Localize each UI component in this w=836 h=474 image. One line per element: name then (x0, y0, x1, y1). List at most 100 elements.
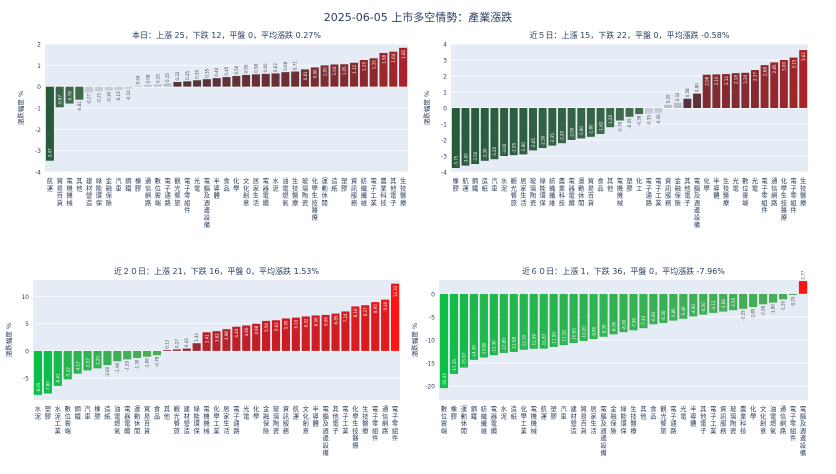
category-label: 航運 (462, 176, 469, 192)
category-label: 電機機械 (617, 177, 624, 207)
category-label: 油電燃氣 (770, 404, 777, 435)
category-label: 貿易百貨 (144, 404, 150, 435)
data-label: 1.82 (401, 49, 406, 58)
data-label: -1.30 (135, 359, 140, 370)
bar (94, 86, 103, 92)
data-label: 2.10 (714, 76, 719, 85)
bar (599, 293, 608, 337)
bar (281, 72, 290, 87)
category-label: 文化創意 (760, 404, 767, 435)
data-label: -5.80 (671, 308, 676, 319)
category-label: 紡織纖維 (361, 176, 368, 207)
bar (654, 108, 663, 113)
data-label: 0.68 (283, 61, 288, 70)
category-label: 綠能環保 (194, 404, 201, 435)
category-label: 水泥 (501, 404, 508, 420)
category-label: 航運 (293, 404, 300, 420)
data-label: 0.90 (313, 69, 318, 78)
data-label: -6.41 (56, 373, 61, 384)
bar (699, 293, 708, 315)
data-label: 9.40 (383, 301, 388, 310)
category-label: 鋼鐵 (472, 176, 479, 192)
y-tick-label: 10 (21, 294, 29, 301)
category-label: 農業科技 (380, 176, 387, 207)
category-label: 文化創意 (243, 176, 250, 207)
bar (222, 77, 231, 87)
category-label: 電子零組件 (372, 405, 379, 442)
bar (341, 311, 350, 351)
data-label: -2.85 (751, 308, 756, 319)
data-label: 0.81 (303, 71, 308, 80)
data-label: -11.10 (561, 330, 566, 343)
bar (340, 64, 349, 87)
category-label: 光電 (243, 404, 250, 420)
y-tick-label: 0 (431, 291, 435, 298)
category-label: 居家生活 (520, 177, 527, 207)
bar (45, 86, 54, 161)
data-label: 3.98 (224, 331, 229, 340)
bar (459, 293, 469, 368)
bar (480, 108, 489, 161)
category-label: 生技醫療 (400, 176, 407, 207)
bar (489, 293, 498, 356)
data-label: 6.50 (313, 317, 318, 326)
bar (519, 108, 528, 155)
bar (469, 293, 478, 360)
category-label: 食品 (650, 404, 657, 420)
category-label: 玻璃陶瓷 (730, 404, 737, 435)
bar (529, 108, 537, 151)
category-label: 水泥工業 (55, 404, 62, 435)
panel-title: 本日：上漲 25，下跌 12，平盤 0，平均漲跌 0.27% (132, 30, 321, 40)
category-label: 橡膠 (453, 176, 460, 192)
bar (192, 343, 201, 351)
data-label: -3.75 (454, 155, 459, 166)
bar (212, 331, 221, 351)
data-label: -12.10 (522, 334, 527, 347)
bar (529, 293, 538, 349)
category-label: 造紙 (482, 176, 489, 192)
category-label: 數位雲端 (155, 176, 162, 207)
category-label: 電子工業 (371, 177, 378, 207)
bar (55, 86, 64, 108)
bar (172, 349, 181, 351)
bar (85, 86, 94, 93)
bar (152, 350, 162, 356)
bar (63, 350, 72, 380)
bar (202, 332, 211, 351)
data-label: -5.40 (681, 306, 686, 317)
bar (659, 293, 668, 323)
bar (731, 73, 740, 108)
bar (291, 71, 300, 87)
data-label: 7.24 (343, 313, 348, 322)
data-label: 1.64 (391, 53, 396, 62)
bar (635, 108, 644, 115)
y-tick-label: 2 (443, 74, 447, 81)
category-label: 農業科技 (740, 404, 747, 435)
data-label: -2.50 (540, 135, 545, 146)
data-label: 0.35 (204, 68, 209, 77)
category-label: 鋼鐵 (74, 404, 81, 420)
data-label: 4.66 (244, 327, 249, 336)
bar (173, 81, 182, 87)
data-label: -13.80 (482, 342, 487, 355)
category-label: 電子通路 (646, 177, 653, 207)
bar (577, 108, 586, 139)
category-label: 運動休閒 (461, 404, 468, 435)
bar (262, 320, 271, 351)
bar (242, 325, 251, 351)
data-label: -11.90 (532, 333, 537, 346)
bar (113, 350, 122, 362)
data-label: -0.15 (116, 91, 121, 102)
bar (683, 98, 692, 108)
data-label: 2.18 (733, 75, 738, 84)
data-label: -3.25 (741, 310, 746, 321)
bar (182, 348, 191, 351)
bar (33, 350, 43, 395)
data-label: 3.62 (214, 333, 219, 342)
bar (649, 293, 658, 325)
category-label: 水泥 (272, 176, 279, 192)
category-label: 化學生技醫療 (352, 404, 359, 450)
data-label: 8.37 (363, 307, 368, 316)
bar (689, 293, 698, 317)
category-label: 通信網路 (780, 404, 787, 435)
